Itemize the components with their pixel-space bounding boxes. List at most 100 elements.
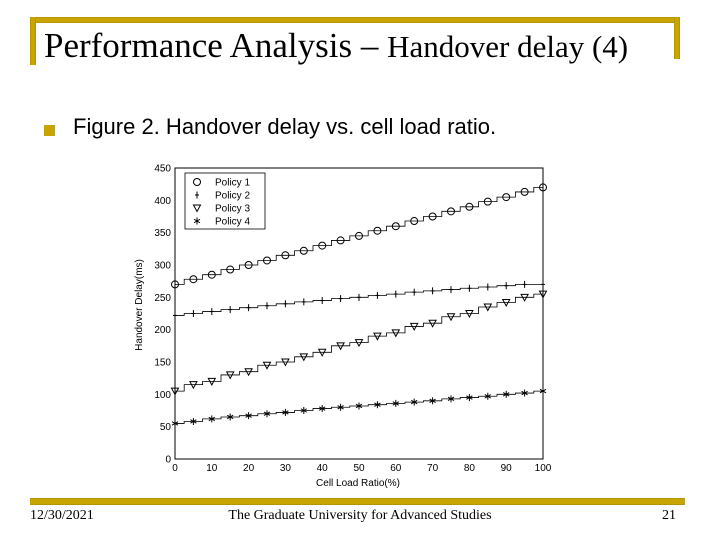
y-tick-label: 350 bbox=[154, 228, 171, 239]
title-frame-left bbox=[30, 17, 36, 65]
data-point bbox=[430, 287, 435, 295]
data-point bbox=[318, 405, 326, 413]
data-point bbox=[502, 193, 511, 202]
marker-stroke bbox=[208, 416, 216, 422]
data-point bbox=[173, 311, 177, 319]
y-tick-label: 300 bbox=[154, 261, 171, 272]
data-point bbox=[428, 212, 437, 221]
data-point bbox=[485, 283, 490, 291]
data-point bbox=[228, 306, 233, 314]
y-tick-label: 50 bbox=[160, 422, 172, 433]
data-point bbox=[226, 265, 235, 274]
marker-stroke bbox=[392, 401, 400, 406]
data-point bbox=[262, 361, 272, 370]
marker-stroke bbox=[226, 414, 234, 420]
marker-stroke bbox=[429, 398, 436, 403]
series-line bbox=[175, 187, 543, 285]
data-point bbox=[207, 270, 216, 279]
data-point bbox=[409, 322, 419, 331]
data-point bbox=[504, 282, 509, 290]
marker-stroke bbox=[484, 394, 492, 399]
data-point bbox=[244, 261, 253, 269]
data-point bbox=[447, 395, 455, 403]
data-point bbox=[355, 402, 363, 410]
series-policy-3 bbox=[170, 290, 548, 396]
data-point bbox=[539, 387, 547, 395]
x-tick-label: 100 bbox=[535, 463, 552, 474]
series-policy-4 bbox=[171, 387, 547, 427]
data-point bbox=[483, 303, 493, 312]
marker-stroke bbox=[300, 408, 308, 413]
data-point bbox=[189, 381, 198, 390]
data-point bbox=[317, 348, 327, 357]
data-point bbox=[484, 392, 492, 400]
data-point bbox=[355, 231, 363, 240]
data-point bbox=[538, 290, 548, 299]
data-point bbox=[301, 298, 306, 306]
marker-stroke bbox=[263, 411, 271, 416]
x-tick-label: 90 bbox=[501, 463, 513, 474]
marker-stroke bbox=[282, 410, 289, 415]
data-point bbox=[225, 371, 235, 380]
footer-organization: The Graduate University for Advanced Stu… bbox=[228, 508, 492, 523]
data-point bbox=[189, 275, 198, 284]
data-point bbox=[299, 353, 309, 362]
data-point bbox=[246, 304, 251, 312]
data-point bbox=[193, 178, 201, 186]
x-tick-label: 50 bbox=[353, 463, 365, 474]
data-point bbox=[446, 313, 456, 322]
marker-stroke bbox=[410, 399, 418, 405]
data-point bbox=[170, 387, 180, 396]
x-tick-label: 0 bbox=[172, 463, 178, 474]
data-point bbox=[193, 217, 201, 225]
legend-label: Policy 1 bbox=[215, 178, 250, 189]
data-point bbox=[447, 207, 455, 216]
legend-label: Policy 4 bbox=[215, 217, 250, 228]
marker-stroke bbox=[318, 406, 326, 411]
data-point bbox=[263, 410, 271, 418]
data-point bbox=[465, 202, 474, 211]
data-point bbox=[467, 284, 472, 292]
y-tick-label: 250 bbox=[154, 293, 171, 304]
marker-stroke bbox=[245, 413, 252, 418]
legend-label: Policy 3 bbox=[215, 204, 250, 215]
data-point bbox=[195, 191, 199, 199]
data-point bbox=[354, 339, 364, 348]
data-point bbox=[429, 397, 436, 405]
bullet-square-icon bbox=[44, 125, 55, 136]
data-point bbox=[522, 280, 527, 288]
y-tick-label: 400 bbox=[154, 196, 171, 207]
data-point bbox=[207, 377, 217, 386]
data-point bbox=[502, 390, 510, 398]
marker-stroke bbox=[521, 390, 528, 396]
x-tick-label: 40 bbox=[317, 463, 329, 474]
data-point bbox=[281, 358, 290, 367]
x-tick-label: 70 bbox=[427, 463, 439, 474]
data-point bbox=[283, 300, 288, 308]
data-point bbox=[501, 299, 511, 308]
marker-stroke bbox=[466, 395, 473, 400]
x-tick-label: 80 bbox=[464, 463, 476, 474]
data-point bbox=[208, 415, 216, 423]
footer-divider bbox=[30, 498, 685, 505]
data-point bbox=[337, 403, 344, 411]
data-point bbox=[226, 413, 234, 421]
slide-title-main: Performance Analysis – bbox=[44, 26, 388, 65]
slide-title-sub: Handover delay (4) bbox=[387, 29, 629, 64]
footer-date: 12/30/2021 bbox=[30, 508, 94, 523]
data-point bbox=[265, 302, 269, 310]
data-point bbox=[281, 251, 290, 260]
y-tick-label: 0 bbox=[165, 455, 171, 466]
x-tick-label: 20 bbox=[243, 463, 255, 474]
series-policy-1 bbox=[171, 183, 547, 289]
marker-stroke bbox=[190, 419, 197, 424]
data-point bbox=[244, 368, 253, 377]
data-point bbox=[410, 217, 419, 226]
data-point bbox=[263, 256, 271, 265]
marker-stroke bbox=[502, 392, 510, 397]
data-point bbox=[357, 293, 361, 301]
y-axis-label: Handover Delay(ms) bbox=[134, 259, 145, 351]
data-point bbox=[336, 236, 345, 245]
data-point bbox=[373, 332, 382, 341]
marker-stroke bbox=[374, 402, 381, 407]
